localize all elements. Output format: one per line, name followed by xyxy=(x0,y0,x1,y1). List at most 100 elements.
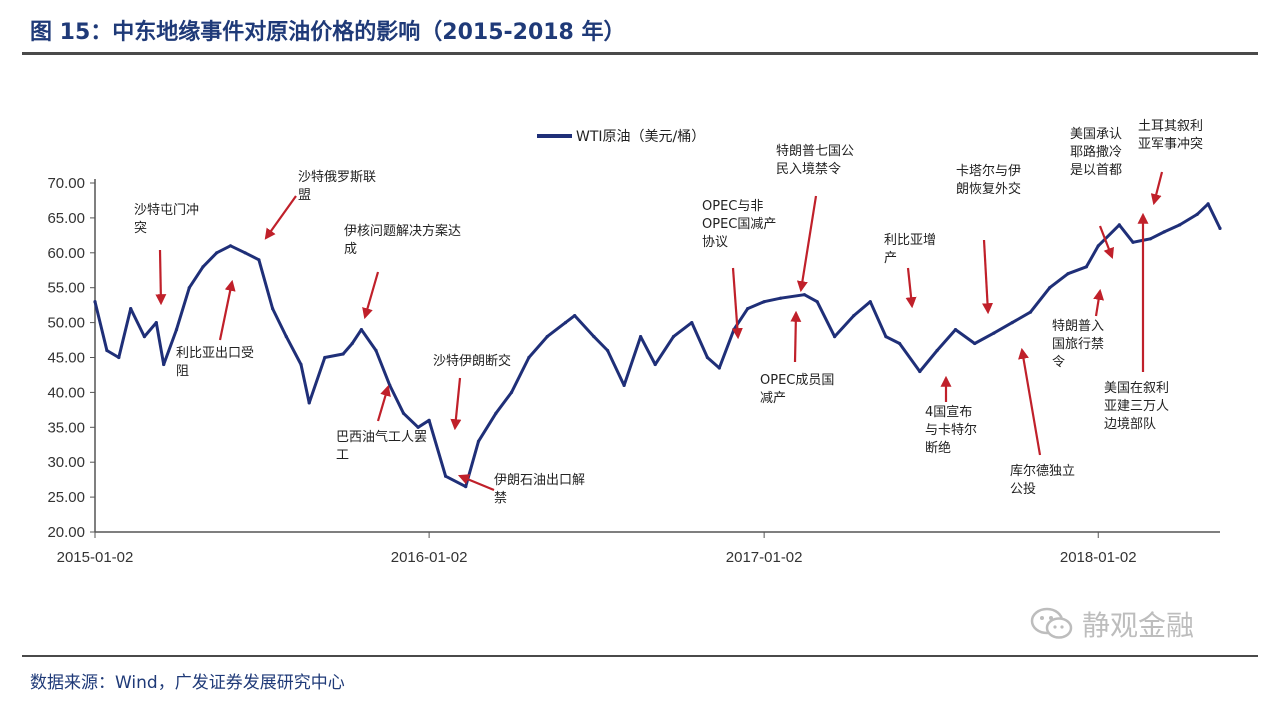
annotation-label: 沙特伊朗断交 xyxy=(433,353,511,369)
annotation-label-line: 利比亚增 xyxy=(884,233,936,248)
data-point xyxy=(117,355,121,360)
data-point xyxy=(746,307,750,311)
data-point xyxy=(323,355,327,360)
data-point xyxy=(284,335,288,339)
data-point xyxy=(671,335,676,339)
annotation-label: 特朗普七国公民入境禁令 xyxy=(776,144,854,177)
data-point xyxy=(527,355,531,360)
footer-divider xyxy=(22,655,1258,657)
y-tick-label: 30.00 xyxy=(47,454,85,471)
annotation-label: 库尔德独立公投 xyxy=(1010,463,1075,497)
annotation-label: 卡塔尔与伊朗恢复外交 xyxy=(956,164,1021,197)
data-point xyxy=(1048,286,1052,290)
data-point xyxy=(1148,237,1152,241)
annotation-arrow xyxy=(790,310,802,363)
annotation-arrow xyxy=(1098,225,1114,260)
y-tick-label: 50.00 xyxy=(47,315,85,332)
annotation-label-line: 伊朗石油出口解 xyxy=(494,473,585,488)
data-point xyxy=(142,335,146,339)
annotation-arrow xyxy=(1093,288,1105,317)
annotation-label-line: 边境部队 xyxy=(1104,417,1156,432)
annotation-arrow xyxy=(218,279,236,341)
page-title: 图 15：中东地缘事件对原油价格的影响（2015-2018 年） xyxy=(30,20,626,45)
annotation-label-line: 阻 xyxy=(176,364,189,379)
annotation-label-line: 卡塔尔与伊 xyxy=(956,164,1021,179)
data-point xyxy=(257,258,261,262)
data-point xyxy=(359,328,363,332)
data-point xyxy=(953,328,958,332)
data-point xyxy=(476,439,481,443)
annotation-arrow xyxy=(376,384,391,422)
data-point xyxy=(129,307,133,311)
data-point xyxy=(935,348,939,353)
annotation-label-line: 亚军事冲突 xyxy=(1138,136,1203,152)
annotation-label-line: 沙特屯门冲 xyxy=(134,203,199,218)
data-point xyxy=(1218,226,1222,230)
data-point xyxy=(705,355,710,360)
annotation-label: 利比亚增产 xyxy=(884,233,936,266)
annotation-arrow xyxy=(264,195,297,240)
data-point xyxy=(1162,230,1166,234)
data-point xyxy=(1206,202,1210,206)
data-point xyxy=(243,251,247,255)
annotation-arrow xyxy=(1018,347,1042,456)
annotation-label: 利比亚出口受阻 xyxy=(176,346,254,379)
data-point xyxy=(215,251,219,255)
y-tick-label: 65.00 xyxy=(47,210,85,227)
annotation-label: 土耳其叙利亚军事冲突 xyxy=(1138,119,1203,152)
annotation-label-line: 土耳其叙利 xyxy=(1138,119,1203,134)
data-point xyxy=(573,314,577,318)
data-point xyxy=(388,383,392,387)
annotation-label-line: 沙特俄罗斯联 xyxy=(298,170,376,185)
data-point xyxy=(606,348,610,353)
data-point xyxy=(779,296,783,300)
data-point xyxy=(898,341,902,346)
watermark-text: 静观金融 xyxy=(1082,609,1195,642)
x-tick-label: 2016-01-02 xyxy=(391,549,468,566)
data-point xyxy=(374,348,378,353)
y-tick-label: 45.00 xyxy=(47,350,85,367)
annotation-arrow xyxy=(155,249,167,306)
data-point xyxy=(1028,310,1033,314)
annotation-label: 伊核问题解决方案达成 xyxy=(344,223,461,257)
annotation-label: 伊朗石油出口解禁 xyxy=(494,473,585,506)
annotation-label-line: 断绝 xyxy=(925,440,951,456)
source-note: 数据来源：Wind，广发证券发展研究中心 xyxy=(30,673,345,693)
data-point xyxy=(717,366,721,370)
data-point xyxy=(1084,265,1088,269)
data-point xyxy=(653,362,657,367)
watermark: 静观金融 xyxy=(1030,604,1194,644)
annotation-label-line: 成 xyxy=(344,242,357,257)
data-point xyxy=(592,335,596,339)
data-point xyxy=(174,328,179,332)
annotation-arrow xyxy=(982,239,994,315)
data-point xyxy=(833,335,837,339)
annotation-arrow xyxy=(362,271,380,320)
data-point xyxy=(444,474,448,478)
wechat-icon xyxy=(1030,607,1073,639)
data-point xyxy=(973,341,977,346)
data-point xyxy=(802,293,807,297)
data-point xyxy=(884,335,888,339)
data-point xyxy=(201,265,205,269)
data-point xyxy=(815,300,819,304)
annotation-arrow xyxy=(450,377,462,431)
data-point xyxy=(732,328,736,332)
annotation-label-line: 特朗普七国公 xyxy=(776,144,854,159)
annotation-label-line: 是以首都 xyxy=(1070,163,1122,178)
annotation-label-line: OPEC国减产 xyxy=(702,217,776,232)
x-tick-label: 2017-01-02 xyxy=(726,549,803,566)
annotation-label-line: 协议 xyxy=(702,235,728,250)
annotation-label-line: 禁 xyxy=(494,491,507,506)
annotation-arrow xyxy=(796,195,818,293)
annotation-label-line: 亚建三万人 xyxy=(1104,399,1169,414)
annotation-label-line: 突 xyxy=(134,220,147,236)
data-point xyxy=(509,390,514,394)
data-point xyxy=(622,383,626,387)
axes-layer: 70.00 65.00 60.00 55.00 50.00 45.00 40.00 35.00… xyxy=(47,175,1220,566)
annotation-label-line: 耶路撒冷 xyxy=(1070,144,1122,160)
annotation-label: 美国承认耶路撒冷是以首都 xyxy=(1070,127,1122,178)
annotation-label-line: 利比亚出口受 xyxy=(176,346,254,361)
annotation-label-line: 民入境禁令 xyxy=(776,162,841,177)
